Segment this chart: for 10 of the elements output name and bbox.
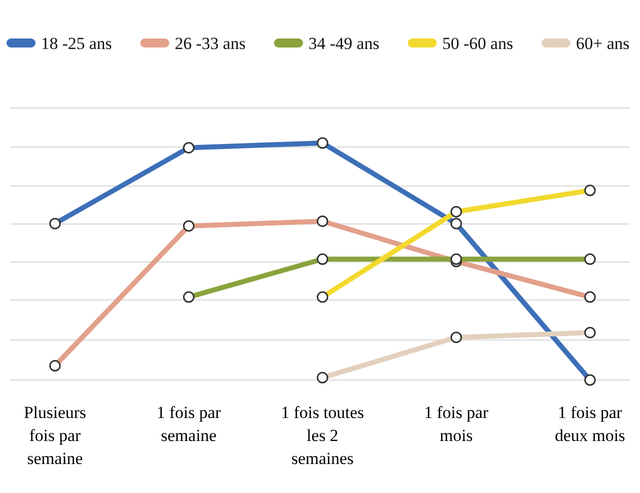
legend-label: 60+ ans: [576, 34, 630, 53]
legend-label: 18 -25 ans: [41, 34, 112, 53]
legend-label: 50 -60 ans: [442, 34, 514, 53]
x-tick-label: 1 fois par deux mois: [554, 403, 626, 445]
x-tick-label: Plusieurs fois par semaine: [24, 403, 86, 468]
x-tick-label: 1 fois par semaine: [156, 403, 222, 445]
x-tick-label: 1 fois toutes les 2 semaines: [280, 403, 364, 468]
legend-label: 26 -33 ans: [174, 34, 246, 53]
x-tick-label: 1 fois par mois: [424, 403, 489, 445]
legend-label: 34 -49 ans: [308, 34, 380, 53]
